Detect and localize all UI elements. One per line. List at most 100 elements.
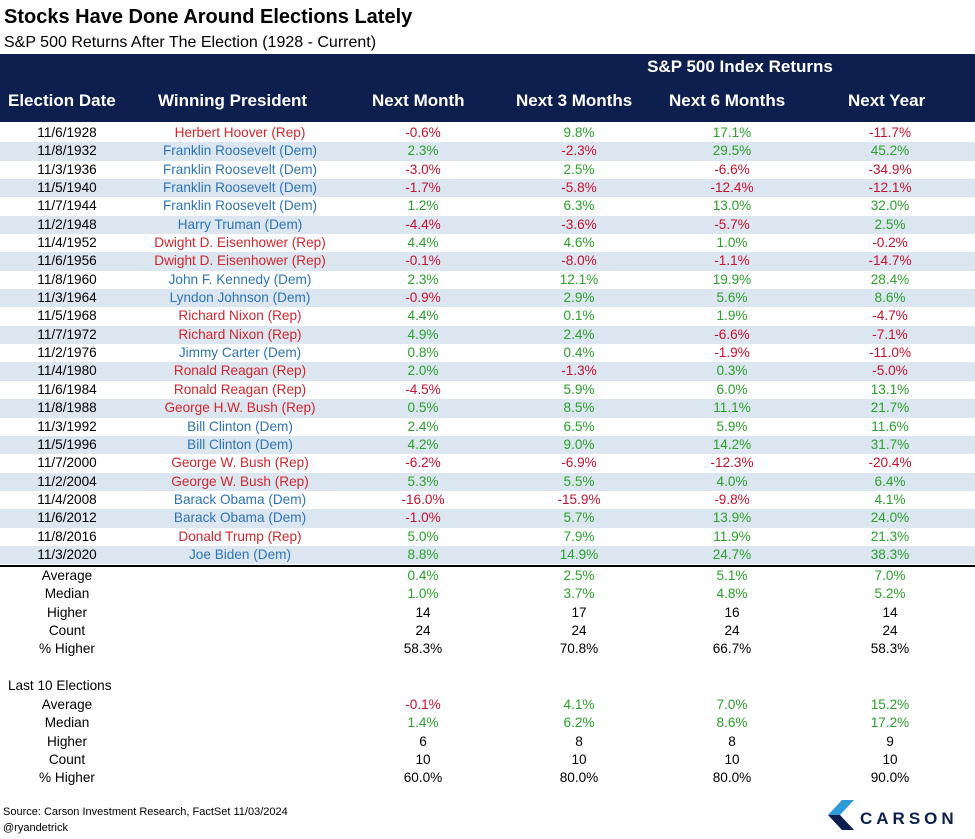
president-cell: Franklin Roosevelt (Dem)	[162, 161, 318, 177]
election-date-cell: 11/4/2008	[37, 491, 97, 507]
table-row: 11/2/2004 George W. Bush (Rep) 5.3% 5.5% 4.0…	[0, 472, 975, 491]
next-year-cell: 31.7%	[870, 436, 910, 452]
table-row: 11/3/1964 Lyndon Johnson (Dem) -0.9% 2.9% 5.…	[0, 289, 975, 308]
summary-label-cell: Count	[48, 623, 86, 639]
header-next-6-months: Next 6 Months	[669, 91, 786, 110]
next-month-cell: -0.9%	[405, 290, 441, 306]
president-cell: Franklin Roosevelt (Dem)	[162, 198, 318, 214]
next-6-months-cell: -12.3%	[710, 455, 754, 471]
president-cell: Donald Trump (Rep)	[178, 528, 302, 544]
next-month-cell: 58.3%	[403, 641, 443, 657]
election-date-cell: 11/6/1928	[37, 125, 97, 140]
president-cell: Richard Nixon (Rep)	[178, 308, 302, 324]
election-date-cell: 11/7/2000	[37, 455, 97, 471]
election-date-cell: 11/6/1956	[37, 253, 97, 269]
summary-row: Higher 6 8 8 9	[0, 733, 975, 751]
next-year-cell: 45.2%	[870, 143, 910, 159]
next-year-cell: 4.1%	[874, 491, 906, 507]
author-handle: @ryandetrick	[3, 822, 68, 834]
next-3-months-cell: 0.1%	[563, 308, 595, 324]
next-3-months-cell: 4.1%	[563, 697, 595, 712]
president-cell: Barack Obama (Dem)	[173, 510, 307, 526]
next-6-months-cell: 19.9%	[712, 271, 752, 287]
summary-label-cell: Average	[41, 568, 93, 583]
next-month-cell: 2.3%	[407, 271, 439, 287]
next-3-months-cell: -8.0%	[561, 253, 597, 269]
president-cell: Franklin Roosevelt (Dem)	[162, 143, 318, 159]
next-year-cell: -7.1%	[872, 326, 908, 342]
next-year-cell: 38.3%	[870, 546, 910, 562]
next-year-cell: 24.0%	[870, 510, 910, 526]
next-month-cell: -3.0%	[405, 161, 441, 177]
next-year-cell: 28.4%	[870, 271, 910, 287]
president-cell: Ronald Reagan (Rep)	[173, 363, 307, 379]
table-row: 11/5/1940 Franklin Roosevelt (Dem) -1.7% -5…	[0, 179, 975, 198]
next-year-cell: 10	[882, 752, 898, 768]
next-month-cell: 4.2%	[407, 436, 439, 452]
next-month-cell: 5.3%	[407, 473, 439, 489]
table-row: 11/3/1936 Franklin Roosevelt (Dem) -3.0% 2.…	[0, 161, 975, 179]
carson-logo-text: CARSON	[860, 809, 958, 828]
next-3-months-cell: 10	[571, 752, 587, 768]
summary-label-cell: Count	[48, 752, 86, 768]
next-6-months-cell: 11.9%	[713, 528, 751, 544]
next-month-cell: -1.7%	[405, 180, 441, 196]
election-date-cell: 11/5/1996	[37, 436, 97, 452]
next-year-cell: 58.3%	[870, 641, 910, 657]
next-6-months-cell: 5.9%	[716, 418, 748, 434]
next-3-months-cell: 2.5%	[563, 161, 595, 177]
election-date-cell: 11/3/1992	[37, 418, 97, 434]
summary-label-cell: Median	[44, 715, 90, 731]
election-date-cell: 11/8/1932	[37, 143, 97, 159]
header-next-3-months: Next 3 Months	[516, 91, 633, 110]
next-month-cell: -4.5%	[405, 381, 441, 397]
table-divider	[0, 565, 975, 567]
next-6-months-cell: 5.1%	[716, 568, 748, 583]
next-6-months-cell: 11.1%	[713, 400, 751, 416]
next-6-months-cell: 6.0%	[716, 381, 748, 397]
chart-title: Stocks Have Done Around Elections Lately	[4, 6, 413, 28]
carson-logo: CARSON	[828, 800, 968, 834]
next-3-months-cell: 80.0%	[559, 770, 599, 786]
election-date-cell: 11/3/1936	[37, 161, 97, 177]
election-date-cell: 11/8/1960	[37, 271, 97, 287]
last-10-elections-label: Last 10 Elections	[8, 678, 112, 693]
next-month-cell: 0.4%	[407, 568, 439, 583]
table-row: 11/6/1956 Dwight D. Eisenhower (Rep) -0.1%…	[0, 252, 975, 271]
table-row: 11/4/1980 Ronald Reagan (Rep) 2.0% -1.3% 0.3…	[0, 362, 975, 381]
election-date-cell: 11/2/1948	[37, 216, 97, 232]
summary-label-cell: Higher	[46, 604, 88, 620]
president-cell: George W. Bush (Rep)	[171, 455, 309, 471]
next-month-cell: 10	[415, 752, 431, 768]
next-6-months-cell: 66.7%	[712, 641, 752, 657]
header-election-date: Election Date	[8, 91, 116, 110]
president-cell: Joe Biden (Dem)	[189, 546, 291, 562]
next-year-cell: 6.4%	[874, 473, 906, 489]
table-row: 11/7/1972 Richard Nixon (Rep) 4.9% 2.4% -6.6…	[0, 325, 975, 345]
next-6-months-cell: -6.6%	[714, 326, 750, 342]
election-date-cell: 11/3/1964	[37, 290, 97, 306]
next-3-months-cell: 24	[571, 623, 587, 639]
president-cell: Barack Obama (Dem)	[173, 491, 307, 507]
next-3-months-cell: 2.9%	[563, 290, 595, 306]
summary-row: Average 0.4% 2.5% 5.1% 7.0%	[0, 567, 975, 585]
election-date-cell: 11/7/1972	[37, 326, 97, 342]
summary-row: Count 10 10 10 10	[0, 751, 975, 769]
president-cell: George W. Bush (Rep)	[171, 473, 309, 489]
president-cell: Franklin Roosevelt (Dem)	[162, 180, 318, 196]
next-6-months-cell: 10	[724, 752, 740, 768]
table-row: 11/6/1984 Ronald Reagan (Rep) -4.5% 5.9% 6.0…	[0, 381, 975, 399]
next-6-months-cell: -12.4%	[710, 180, 754, 196]
next-3-months-cell: 17	[571, 604, 587, 620]
next-6-months-cell: 80.0%	[712, 770, 752, 786]
next-3-months-cell: -15.9%	[557, 491, 601, 507]
table-row: 11/4/1952 Dwight D. Eisenhower (Rep) 4.4% 4…	[0, 234, 975, 252]
next-year-cell: 21.3%	[870, 528, 910, 544]
president-cell: Bill Clinton (Dem)	[187, 436, 293, 452]
next-month-cell: 0.5%	[407, 400, 439, 416]
table-row: 11/3/1992 Bill Clinton (Dem) 2.4% 6.5% 5.9% 1…	[0, 418, 975, 436]
president-cell: Jimmy Carter (Dem)	[178, 345, 302, 361]
next-3-months-cell: 4.6%	[563, 235, 595, 251]
next-year-cell: 9	[886, 733, 894, 749]
election-date-cell: 11/4/1952	[37, 235, 97, 251]
